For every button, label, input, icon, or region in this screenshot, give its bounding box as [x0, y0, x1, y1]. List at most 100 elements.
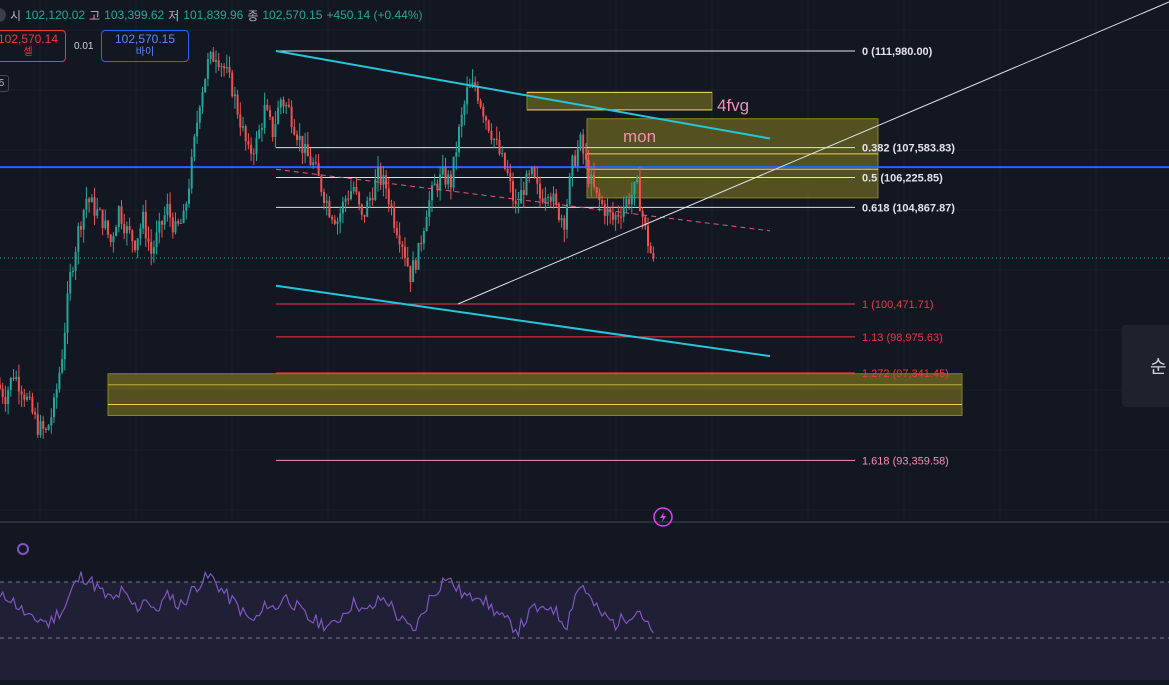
candle — [541, 188, 544, 205]
side-panel-button[interactable]: 순 — [1122, 325, 1169, 407]
candle-body — [485, 116, 487, 121]
candle-body — [414, 260, 417, 270]
candle-body — [333, 219, 336, 224]
candle-body — [139, 228, 142, 239]
candle-body — [393, 207, 396, 228]
candle-body — [566, 204, 568, 230]
fib-label-1.13: 1.13 (98,975.63) — [862, 332, 943, 344]
fib-label-0.618: 0.618 (104,867.87) — [862, 202, 955, 214]
candle-body — [533, 167, 536, 178]
candle-body — [649, 245, 652, 254]
candle — [96, 197, 99, 219]
candle-body — [198, 107, 201, 123]
candle-body — [522, 190, 525, 195]
candle-body — [258, 129, 261, 139]
candle-body — [4, 397, 7, 405]
candle-body — [503, 153, 506, 169]
candle-body — [466, 87, 469, 105]
candle — [296, 130, 298, 146]
candle — [139, 223, 142, 246]
candle-body — [117, 206, 120, 228]
candle-body — [247, 141, 250, 145]
candle — [506, 160, 509, 176]
candle — [409, 265, 412, 292]
candle — [433, 174, 436, 186]
candle — [61, 349, 64, 375]
candle — [441, 154, 444, 178]
candle-body — [493, 139, 496, 141]
candle-body — [611, 212, 614, 220]
candle — [301, 135, 304, 165]
candle-body — [358, 192, 361, 205]
candle-body — [525, 173, 528, 195]
candle-body — [374, 179, 377, 201]
open-value: 102,120.02 — [25, 8, 86, 22]
candle — [436, 179, 439, 198]
candle-body — [26, 396, 28, 400]
sell-button[interactable]: 102,570.14 셀 — [0, 30, 66, 62]
candle — [525, 170, 528, 196]
candle — [212, 47, 215, 63]
candle — [53, 393, 55, 424]
candle — [158, 212, 161, 244]
channel-upper-line — [275, 50, 771, 140]
candle — [77, 222, 80, 265]
candle-body — [177, 221, 180, 224]
candle-body — [571, 155, 574, 176]
candle — [501, 146, 504, 158]
candle-body — [344, 198, 347, 202]
candle — [333, 215, 336, 226]
candle — [269, 105, 271, 121]
candle-body — [417, 242, 420, 270]
candle — [366, 196, 369, 218]
candle — [263, 92, 266, 134]
order-quantity[interactable]: 0.01 — [74, 41, 94, 52]
candle — [576, 140, 579, 172]
high-label: 고 — [89, 8, 101, 23]
sync-ring — [17, 543, 29, 555]
candle-body — [220, 66, 223, 68]
candle — [363, 214, 366, 223]
candle — [66, 281, 69, 345]
candle-body — [236, 94, 239, 115]
candle-body — [514, 200, 517, 204]
candle-body — [20, 391, 23, 395]
buy-button[interactable]: 102,570.15 바이 — [101, 30, 189, 62]
candle — [82, 208, 85, 243]
candle-body — [476, 86, 479, 101]
candle — [495, 126, 498, 146]
candle-body — [204, 78, 207, 93]
candle — [520, 177, 523, 204]
candle — [649, 242, 652, 254]
candle-body — [296, 134, 298, 141]
candle-body — [579, 134, 582, 149]
candle — [379, 162, 382, 190]
candle — [474, 76, 477, 92]
candle-body — [468, 86, 471, 88]
candle-body — [406, 257, 409, 266]
candle — [611, 201, 614, 226]
candle-body — [136, 238, 139, 251]
candle-body — [647, 225, 649, 246]
candle-body — [412, 260, 415, 283]
candle-body — [652, 253, 655, 259]
candle-body — [557, 203, 560, 220]
candle — [406, 246, 409, 268]
candle — [171, 212, 174, 239]
candle-body — [625, 199, 628, 208]
candle-body — [482, 106, 485, 117]
candle — [530, 166, 533, 177]
candle-body — [582, 134, 585, 154]
candle — [476, 81, 479, 105]
candle-body — [574, 155, 577, 167]
candle — [152, 240, 155, 263]
interval-pill[interactable]: 5 — [0, 75, 9, 92]
candle-body — [93, 197, 96, 216]
candle-body — [242, 126, 244, 128]
candle — [574, 150, 577, 168]
candle — [74, 246, 77, 281]
candle — [498, 131, 501, 156]
candle — [517, 192, 520, 214]
